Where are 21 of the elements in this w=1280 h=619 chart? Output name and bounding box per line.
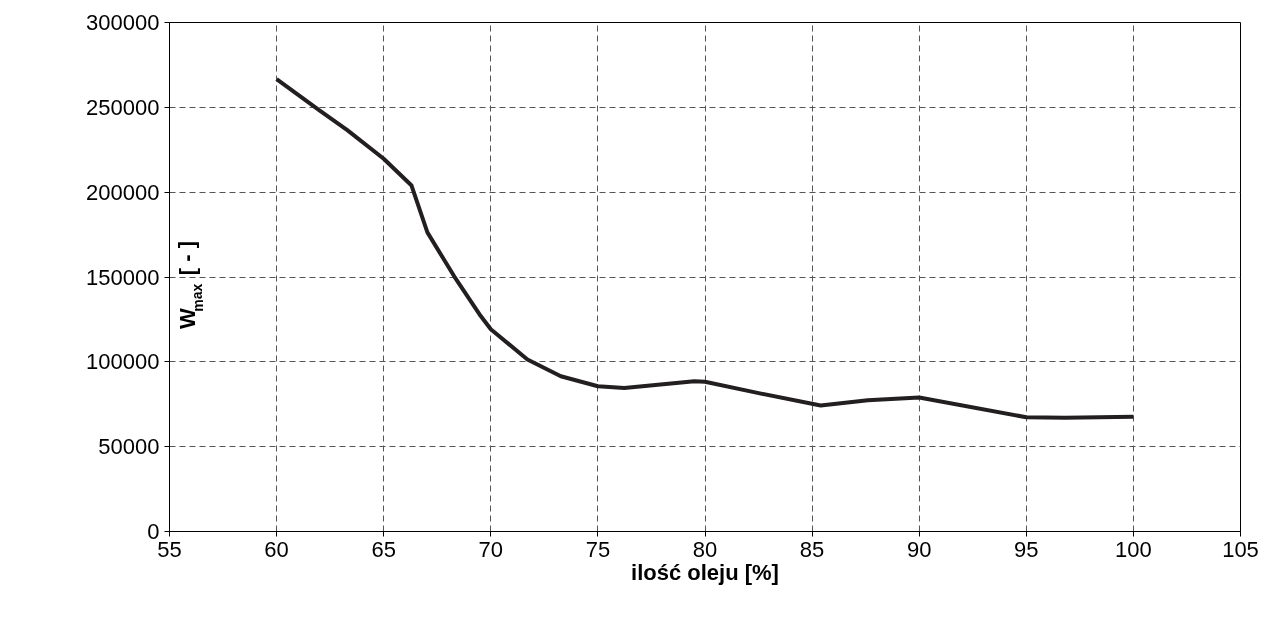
y-tick-label: 100000 [86,349,160,375]
x-tick-label: 80 [692,536,718,562]
y-tick-label: 300000 [86,10,160,35]
y-tick-label: 0 [147,519,160,544]
x-tick-label: 90 [906,536,932,562]
x-tick-label: 55 [157,536,182,562]
x-axis-title: ilość oleju [%] [631,559,779,585]
y-tick-label: 150000 [86,264,160,290]
y-axis-title: Wmax [ - ] [174,241,206,329]
x-tick-label: 100 [1115,536,1152,562]
x-tick-label: 105 [1222,536,1259,562]
x-tick-label: 65 [371,536,396,562]
y-tick-label: 50000 [98,434,160,460]
line-series [274,77,1136,420]
x-tick-label: 75 [585,536,611,562]
x-tick-label: 70 [478,536,504,562]
x-tick-label: 85 [799,536,825,562]
y-tick-label: 200000 [86,179,160,205]
y-tick-label: 250000 [86,94,160,120]
x-tick-label: 60 [264,536,289,562]
x-tick-label: 95 [1014,536,1039,562]
